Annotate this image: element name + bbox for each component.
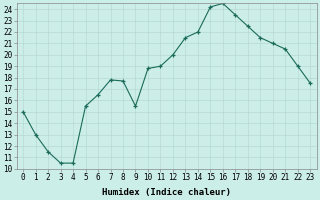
X-axis label: Humidex (Indice chaleur): Humidex (Indice chaleur) [102,188,231,197]
